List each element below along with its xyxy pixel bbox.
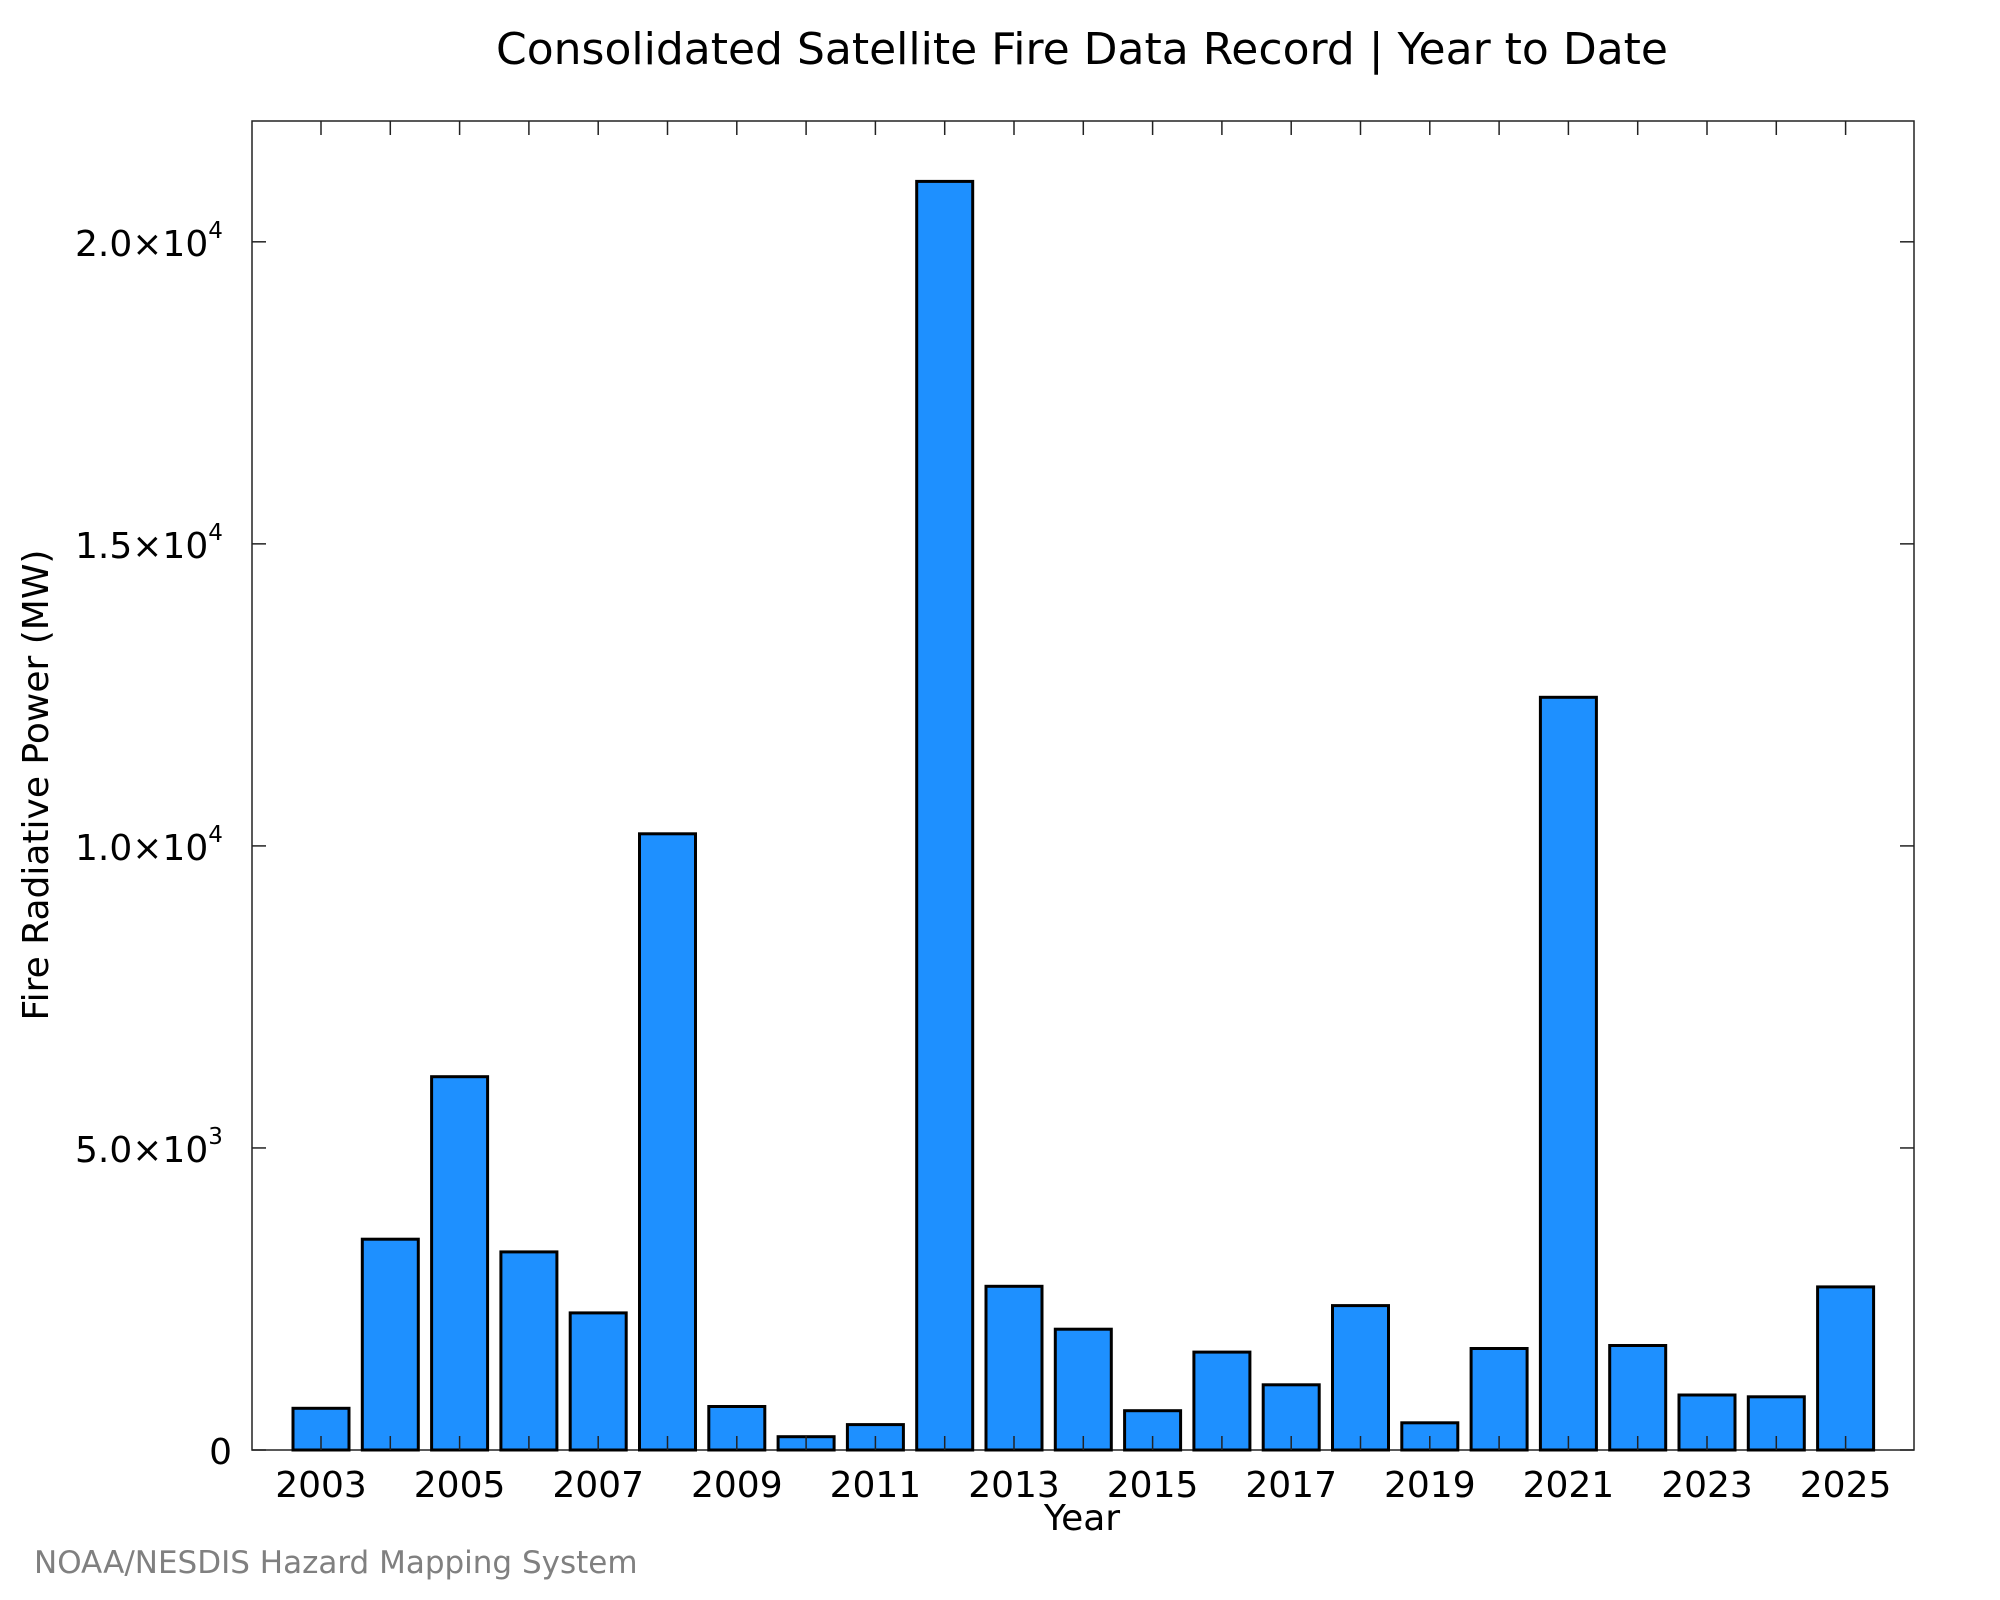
y-tick-label-0: 0 [209,1432,232,1473]
x-tick-label-2013: 2013 [968,1465,1060,1506]
bar-2006 [499,1250,559,1452]
x-tick-label-2007: 2007 [552,1465,644,1506]
x-axis-label: Year [1043,1498,1120,1539]
x-tick-label-2003: 2003 [275,1465,367,1506]
y-tick-exponent-20000: 4 [208,218,223,244]
bar-2016 [1192,1350,1252,1452]
x-tick-label-2023: 2023 [1661,1465,1753,1506]
bar-2007 [568,1311,628,1452]
y-tick-label-5000: 5.0×103 [75,1124,223,1171]
bar-2018 [1331,1304,1390,1452]
y-tick-exponent-5000: 3 [208,1124,223,1150]
x-tick-label-2015: 2015 [1107,1465,1199,1506]
x-tick-label-2019: 2019 [1384,1465,1476,1506]
credit-text: NOAA/NESDIS Hazard Mapping System [34,1545,638,1581]
bar-2012 [915,179,975,1452]
x-tick-label-2021: 2021 [1523,1465,1615,1506]
x-tick-label-2025: 2025 [1800,1465,1892,1506]
x-tick-label-2005: 2005 [414,1465,506,1506]
bar-2021 [1538,695,1598,1452]
y-tick-label-20000: 2.0×104 [75,218,223,265]
bar-2025 [1816,1285,1876,1452]
chart-title: Consolidated Satellite Fire Data Record … [496,24,1668,75]
bar-2014 [1053,1327,1113,1452]
bar-2020 [1469,1347,1529,1452]
bar-2022 [1608,1344,1668,1452]
y-tick-label-10000: 1.0×104 [75,822,223,869]
bar-2005 [430,1075,490,1452]
y-tick-label-15000: 1.5×104 [75,520,223,567]
bars-layer [291,179,1876,1452]
ticks-layer [252,121,1914,1451]
x-tick-label-2017: 2017 [1245,1465,1337,1506]
x-tick-label-2011: 2011 [830,1465,922,1506]
bar-2013 [984,1284,1044,1452]
y-axis-label: Fire Radiative Power (MW) [16,550,57,1021]
y-tick-exponent-15000: 4 [208,520,223,546]
x-tick-label-2009: 2009 [691,1465,783,1506]
bar-2004 [360,1237,420,1452]
y-tick-exponent-10000: 4 [208,822,223,848]
bar-2008 [638,832,697,1452]
tick-labels-layer: 2003 2005 2007 2009 2011 2013 2015 2017 2019 2021… [75,218,1891,1506]
